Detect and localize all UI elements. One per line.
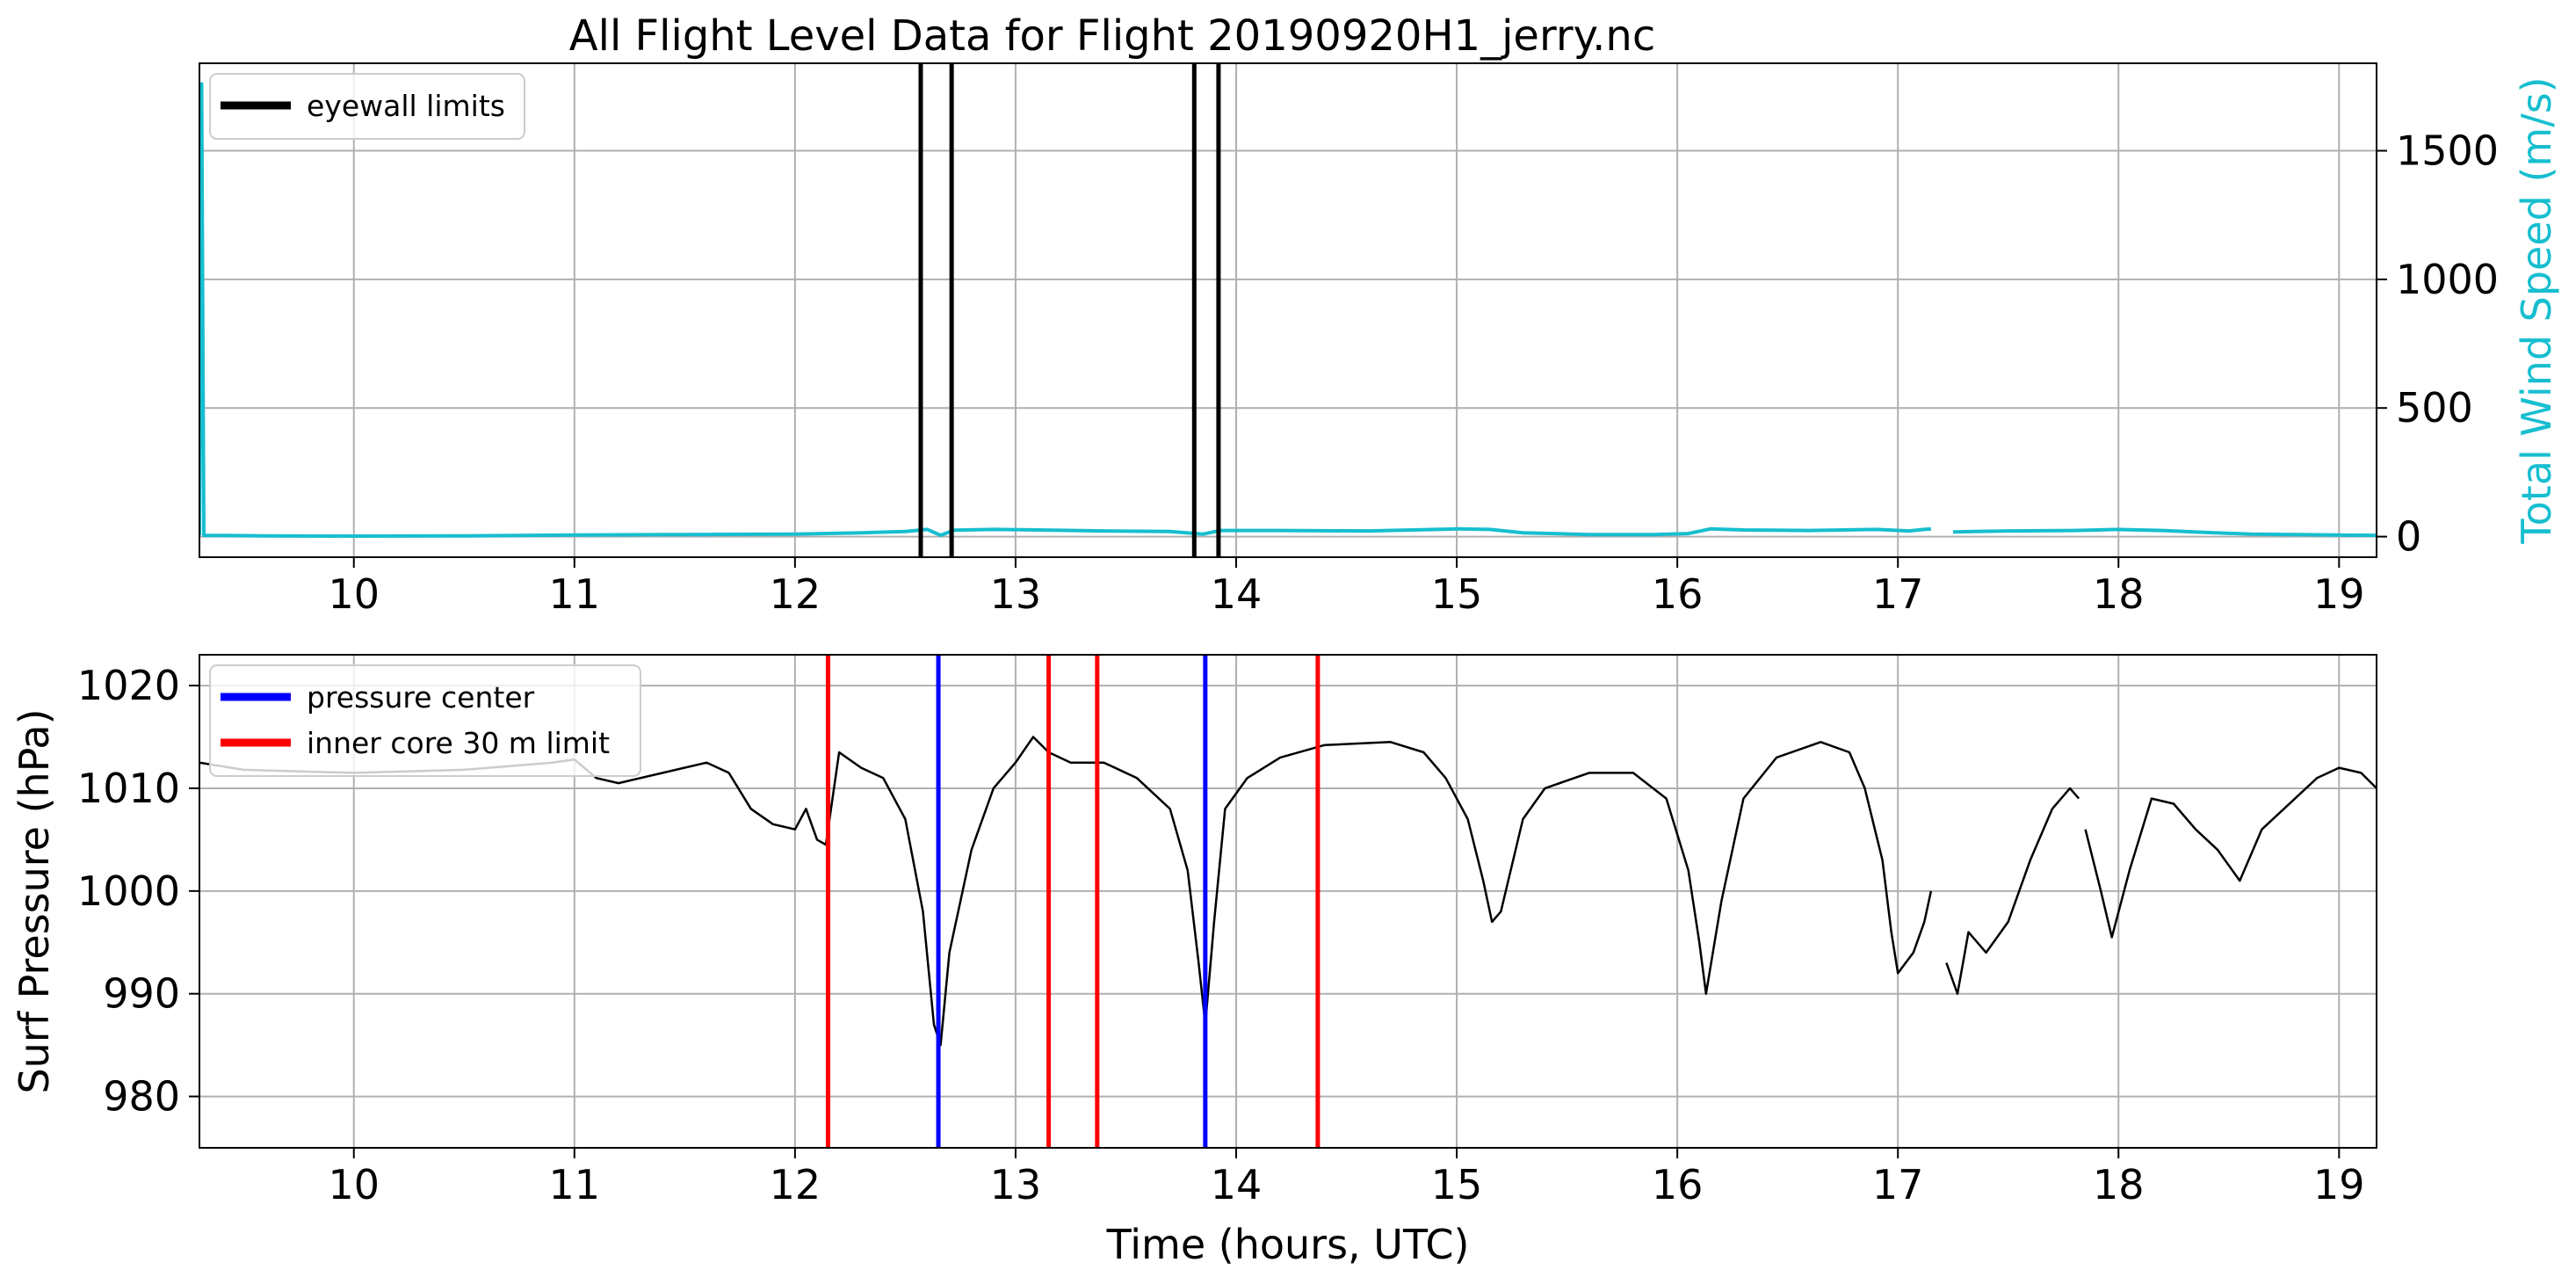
x-tick-label: 13 (990, 570, 1042, 618)
pressure-panel: 10 11 12 13 14 15 16 17 18 19 980 990 1000 1010 1020 Su… (11, 654, 2377, 1268)
y-axis-label: Total Wind Speed (m/s) (2513, 76, 2560, 544)
x-tick-label: 16 (1652, 570, 1704, 618)
y-tick-label: 980 (103, 1073, 180, 1121)
legend-label: inner core 30 m limit (307, 726, 610, 760)
axes-frame (199, 62, 2377, 558)
x-tick-label: 12 (770, 570, 821, 618)
legend-label: eyewall limits (307, 89, 505, 123)
x-tick-label: 19 (2313, 570, 2365, 618)
x-tick-label: 14 (1211, 1161, 1263, 1208)
plot-area (199, 63, 2377, 557)
y-tick-label: 1000 (77, 867, 180, 915)
legend-box (209, 664, 641, 777)
legend-box (209, 73, 525, 140)
y-tick-label: 1010 (77, 765, 180, 812)
x-tick-label: 10 (328, 1161, 380, 1208)
pressure-line (1945, 787, 2080, 995)
x-tick-label: 11 (549, 570, 601, 618)
wind-speed-panel: 10 11 12 13 14 15 16 17 18 19 0 500 1000 1500 Total Wi… (199, 62, 2560, 618)
legend: pressure center inner core 30 m limit (209, 664, 641, 777)
y-tick-label: 1500 (2396, 127, 2499, 175)
y-tick-label: 500 (2396, 384, 2473, 432)
y-tick-label: 0 (2396, 513, 2421, 561)
wind-speed-line (199, 82, 1932, 538)
legend: eyewall limits (209, 73, 525, 140)
y-tick-label: 1020 (77, 662, 180, 709)
axes-frame (199, 654, 2377, 1149)
y-tick-label: 1000 (2396, 256, 2499, 303)
x-tick-label: 10 (328, 570, 380, 618)
x-tick-label: 11 (549, 1161, 601, 1208)
x-tick-label: 17 (1872, 1161, 1924, 1208)
y-axis-label: Surf Pressure (hPa) (11, 708, 58, 1093)
x-tick-label: 14 (1211, 570, 1263, 618)
x-tick-label: 15 (1431, 570, 1483, 618)
legend-label: pressure center (307, 680, 535, 715)
x-tick-label: 18 (2093, 570, 2145, 618)
pressure-line (199, 736, 1933, 1047)
x-axis-label: Time (hours, UTC) (1106, 1221, 1470, 1268)
x-tick-label: 12 (770, 1161, 821, 1208)
wind-speed-line (1952, 527, 2377, 538)
plot-area (199, 655, 2377, 1148)
pressure-line (2084, 766, 2377, 939)
x-tick-label: 15 (1431, 1161, 1483, 1208)
x-tick-label: 18 (2093, 1161, 2145, 1208)
x-tick-label: 16 (1652, 1161, 1704, 1208)
x-tick-label: 13 (990, 1161, 1042, 1208)
chart-title: All Flight Level Data for Flight 2019092… (569, 11, 1655, 61)
x-tick-label: 17 (1872, 570, 1924, 618)
y-tick-label: 990 (103, 970, 180, 1018)
x-tick-label: 19 (2313, 1161, 2365, 1208)
